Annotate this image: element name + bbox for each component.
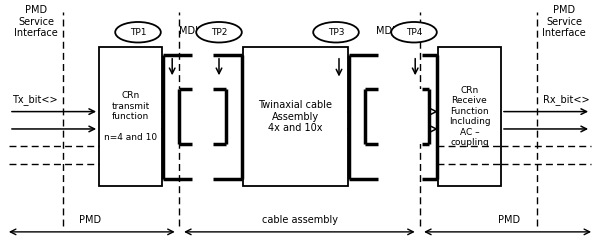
Text: PMD: PMD xyxy=(498,215,520,225)
Text: PMD
Service
Interface: PMD Service Interface xyxy=(542,5,586,38)
Bar xyxy=(419,89,428,144)
Text: TP4: TP4 xyxy=(406,28,422,37)
Text: Twinaxial cable
Assembly
4x and 10x: Twinaxial cable Assembly 4x and 10x xyxy=(259,100,332,133)
Text: MDI: MDI xyxy=(179,26,199,36)
Bar xyxy=(438,47,501,186)
Text: cable assembly: cable assembly xyxy=(262,215,338,225)
Bar xyxy=(179,89,195,144)
Text: TP3: TP3 xyxy=(328,28,344,37)
Text: MDI: MDI xyxy=(376,26,395,36)
Bar xyxy=(243,47,348,186)
Text: PMD: PMD xyxy=(79,215,101,225)
Text: Tx_bit<>: Tx_bit<> xyxy=(12,94,58,105)
Text: CRn
Receive
Function
Including
AC –
coupling: CRn Receive Function Including AC – coup… xyxy=(449,86,490,147)
Ellipse shape xyxy=(313,22,359,42)
Ellipse shape xyxy=(196,22,242,42)
Text: TP1: TP1 xyxy=(130,28,146,37)
Text: Rx_bit<>: Rx_bit<> xyxy=(543,94,590,105)
Bar xyxy=(99,47,162,186)
Text: PMD
Service
Interface: PMD Service Interface xyxy=(14,5,58,38)
Ellipse shape xyxy=(115,22,161,42)
Text: CRn
transmit
function

n=4 and 10: CRn transmit function n=4 and 10 xyxy=(104,91,157,142)
Text: TP2: TP2 xyxy=(211,28,227,37)
Bar xyxy=(365,89,381,144)
Ellipse shape xyxy=(391,22,437,42)
Bar xyxy=(210,89,226,144)
